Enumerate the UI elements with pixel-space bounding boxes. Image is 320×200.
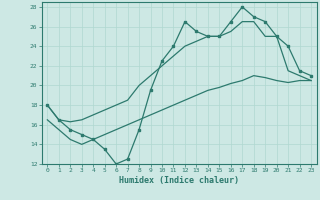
X-axis label: Humidex (Indice chaleur): Humidex (Indice chaleur) bbox=[119, 176, 239, 185]
